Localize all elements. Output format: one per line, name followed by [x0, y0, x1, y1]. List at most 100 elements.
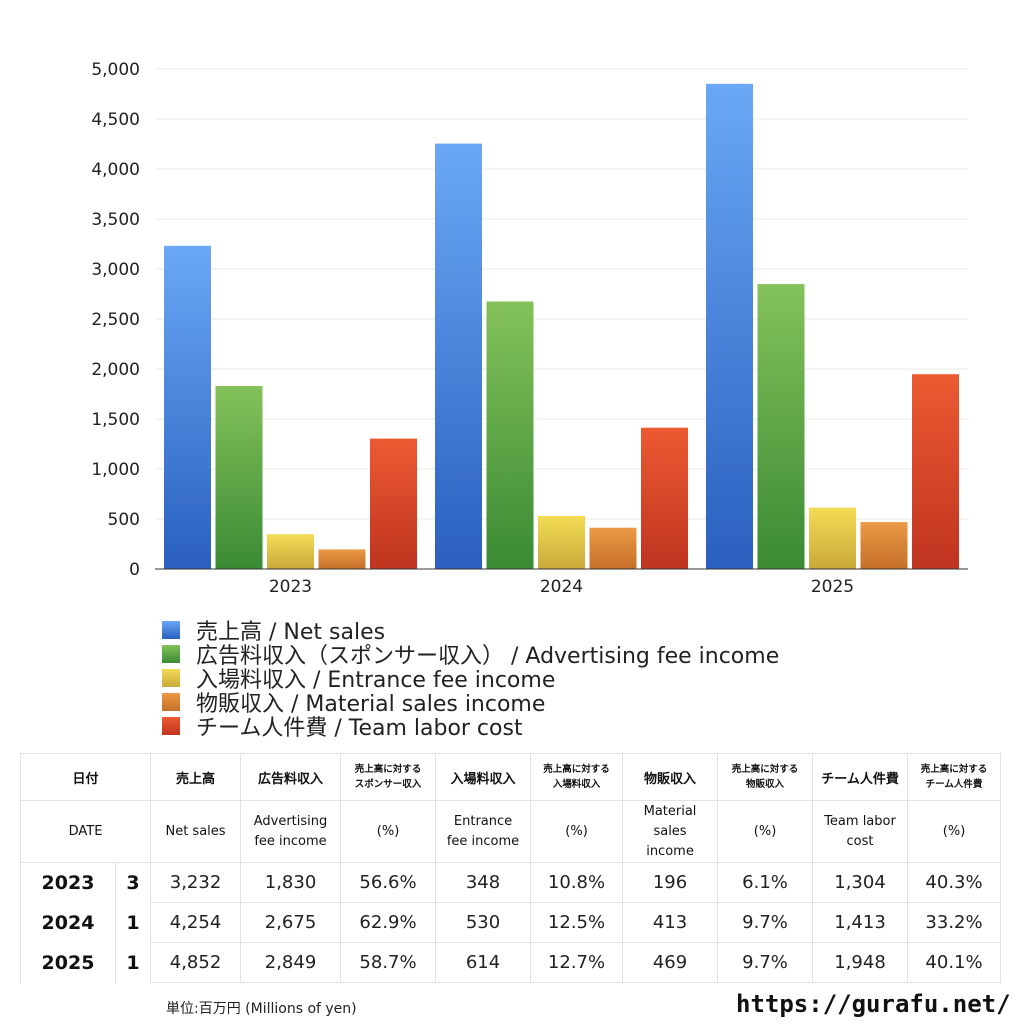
header-cell: 売上高 — [150, 753, 242, 801]
header-cell: Team labor cost — [812, 800, 909, 863]
month-cell: 1 — [114, 942, 152, 983]
header-cell: Net sales — [150, 800, 242, 863]
y-tick-label: 0 — [129, 560, 140, 580]
header-cell: (%) — [530, 800, 624, 863]
y-tick-label: 1,500 — [91, 410, 140, 430]
header-cell: (%) — [717, 800, 814, 863]
header-cell: チーム人件費 — [812, 753, 909, 801]
data-cell: 2,675 — [240, 902, 342, 943]
bar — [589, 527, 637, 569]
header-cell: Advertising fee income — [240, 800, 342, 863]
data-cell: 62.9% — [340, 902, 437, 943]
header-cell: 売上高に対する 入場料収入 — [530, 753, 624, 801]
year-cell: 2024 — [20, 902, 116, 943]
legend-item: 売上高 / Net sales — [162, 618, 779, 645]
legend-item: 物販収入 / Material sales income — [162, 690, 779, 717]
legend-swatch — [162, 621, 180, 639]
bar — [641, 427, 688, 569]
data-cell: 9.7% — [717, 902, 814, 943]
data-cell: 12.7% — [530, 942, 624, 983]
data-cell: 3,232 — [150, 862, 242, 903]
header-cell: DATE — [19, 800, 152, 863]
table-row: 2023 3 3,232 1,830 56.6% 348 10.8% 196 6.1% 1,304… — [20, 862, 1002, 903]
month-cell: 1 — [114, 902, 152, 943]
legend-label: 入場料収入 / Entrance fee income — [196, 668, 556, 693]
bar-chart: 0 500 1,000 1,500 2,000 2,500 3,000 3,500 4,000 4… — [91, 60, 968, 597]
data-cell: 1,948 — [812, 942, 909, 983]
bar — [809, 507, 856, 569]
data-cell: 530 — [435, 902, 532, 943]
data-cell: 4,852 — [150, 942, 242, 983]
data-cell: 4,254 — [150, 902, 242, 943]
header-cell: 入場料収入 — [435, 753, 532, 801]
header-cell: 売上高に対する チーム人件費 — [907, 753, 1002, 801]
bar — [912, 374, 959, 569]
legend-label: 売上高 / Net sales — [196, 620, 386, 645]
bar — [267, 534, 314, 569]
legend-label: 広告料収入（スポンサー収入） / Advertising fee income — [196, 644, 780, 669]
bar — [215, 386, 263, 569]
header-cell: 売上高に対する スポンサー収入 — [340, 753, 437, 801]
header-cell: 物販収入 — [622, 753, 719, 801]
header-cell: (%) — [907, 800, 1002, 863]
data-cell: 614 — [435, 942, 532, 983]
bar — [370, 438, 417, 569]
data-cell: 1,830 — [240, 862, 342, 903]
legend-label: チーム人件費 / Team labor cost — [196, 716, 523, 741]
header-cell: Entrance fee income — [435, 800, 532, 863]
y-tick-label: 2,500 — [91, 310, 140, 330]
y-tick-label: 2,000 — [91, 360, 140, 380]
y-tick-label: 1,000 — [91, 460, 140, 480]
chart-legend: 売上高 / Net sales 広告料収入（スポンサー収入） / Advertis… — [162, 618, 779, 741]
site-url[interactable]: https://gurafu.net/ — [736, 990, 1011, 1018]
legend-label: 物販収入 / Material sales income — [196, 692, 546, 717]
header-row-en: DATE Net sales Advertising fee income (%) En… — [19, 800, 1002, 863]
header-row-jp: 日付 売上高 広告料収入 売上高に対する スポンサー収入 入場料収入 売上高に対する 入場… — [19, 753, 1002, 801]
table-row: 2025 1 4,852 2,849 58.7% 614 12.7% 469 9.7% 1,948… — [20, 942, 1002, 983]
header-cell: 広告料収入 — [240, 753, 342, 801]
legend-item: 入場料収入 / Entrance fee income — [162, 666, 779, 693]
bar — [486, 301, 534, 569]
y-tick-label: 5,000 — [91, 60, 140, 80]
x-tick-label: 2024 — [540, 577, 583, 597]
legend-swatch — [162, 669, 180, 687]
data-cell: 1,304 — [812, 862, 909, 903]
bar — [860, 522, 908, 569]
data-cell: 58.7% — [340, 942, 437, 983]
data-cell: 469 — [622, 942, 719, 983]
header-cell: (%) — [340, 800, 437, 863]
data-cell: 33.2% — [907, 902, 1002, 943]
data-cell: 348 — [435, 862, 532, 903]
data-cell: 196 — [622, 862, 719, 903]
legend-swatch — [162, 717, 180, 735]
data-cell: 56.6% — [340, 862, 437, 903]
data-cell: 6.1% — [717, 862, 814, 903]
x-tick-label: 2025 — [811, 577, 854, 597]
legend-item: 広告料収入（スポンサー収入） / Advertising fee income — [162, 642, 779, 669]
data-cell: 2,849 — [240, 942, 342, 983]
x-tick-label: 2023 — [269, 577, 312, 597]
y-tick-label: 4,500 — [91, 110, 140, 130]
data-cell: 413 — [622, 902, 719, 943]
data-cell: 1,413 — [812, 902, 909, 943]
bar — [318, 549, 366, 569]
legend-item: チーム人件費 / Team labor cost — [162, 714, 779, 741]
header-cell: 日付 — [19, 753, 152, 801]
legend-swatch — [162, 693, 180, 711]
month-cell: 3 — [114, 862, 152, 903]
bar — [757, 284, 805, 569]
data-cell: 40.3% — [907, 862, 1002, 903]
bar — [435, 143, 482, 569]
year-cell: 2025 — [20, 942, 116, 983]
y-tick-label: 3,500 — [91, 210, 140, 230]
table-row: 2024 1 4,254 2,675 62.9% 530 12.5% 413 9.7% 1,413… — [20, 902, 1002, 943]
bar — [164, 245, 211, 570]
unit-note: 単位:百万円 (Millions of yen) — [166, 1001, 357, 1017]
bar — [706, 83, 753, 570]
data-table: 日付 売上高 広告料収入 売上高に対する スポンサー収入 入場料収入 売上高に対する 入場… — [19, 753, 1002, 983]
y-tick-label: 500 — [108, 510, 140, 530]
header-cell: Material sales income — [622, 800, 719, 863]
year-cell: 2023 — [20, 862, 116, 903]
header-cell: 売上高に対する 物販収入 — [717, 753, 814, 801]
legend-swatch — [162, 645, 180, 663]
